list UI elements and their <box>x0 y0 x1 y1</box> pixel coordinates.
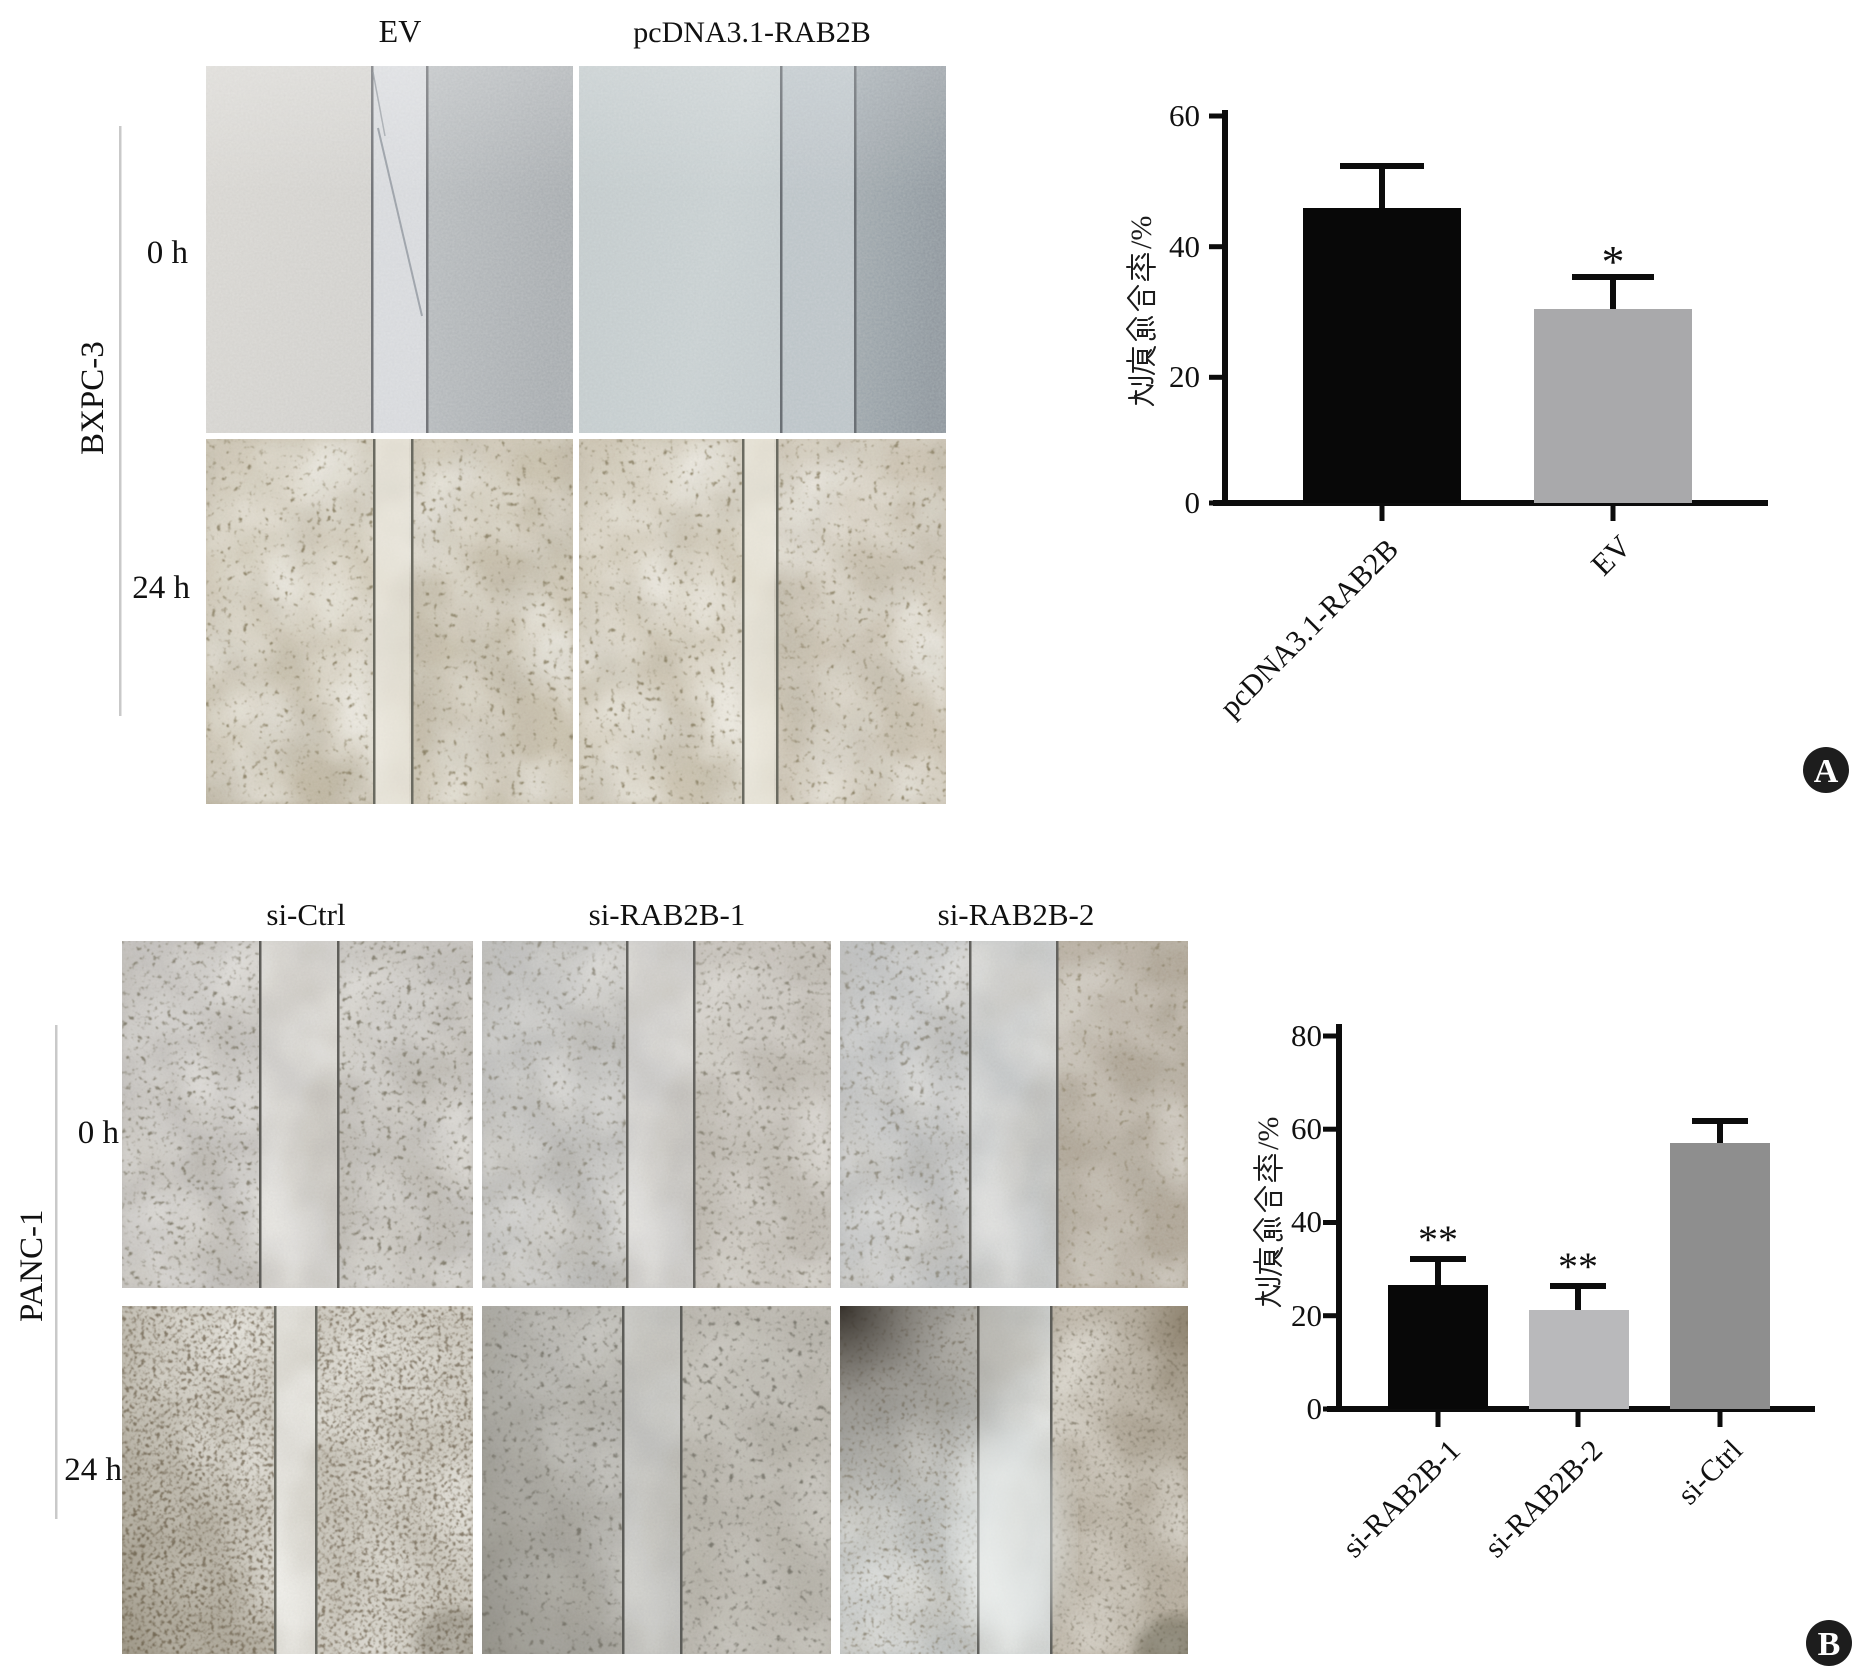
svg-text:0: 0 <box>1185 485 1201 520</box>
svg-text:EV: EV <box>1584 528 1638 582</box>
svg-text:20: 20 <box>1291 1298 1322 1333</box>
svg-text:*: * <box>1602 236 1625 287</box>
svg-text:si-Ctrl: si-Ctrl <box>266 897 345 932</box>
svg-text:si-RAB2B-2: si-RAB2B-2 <box>938 897 1095 932</box>
svg-text:/%: /% <box>1125 216 1158 249</box>
svg-text:**: ** <box>1558 1244 1598 1289</box>
svg-text:80: 80 <box>1291 1018 1322 1053</box>
svg-text:40: 40 <box>1291 1204 1322 1239</box>
svg-text:60: 60 <box>1169 98 1200 133</box>
svg-text:B: B <box>1818 1626 1841 1663</box>
svg-text:24 h: 24 h <box>64 1452 122 1488</box>
svg-text:40: 40 <box>1169 229 1200 264</box>
svg-text:EV: EV <box>379 13 422 49</box>
svg-text:60: 60 <box>1291 1111 1322 1146</box>
svg-text:pcDNA3.1-RAB2B: pcDNA3.1-RAB2B <box>1214 533 1405 724</box>
svg-text:si-RAB2B-2: si-RAB2B-2 <box>1478 1434 1609 1565</box>
svg-text:0 h: 0 h <box>78 1115 120 1151</box>
svg-text:0: 0 <box>1307 1391 1323 1426</box>
svg-text:si-RAB2B-1: si-RAB2B-1 <box>589 897 746 932</box>
svg-text:/%: /% <box>1252 1117 1285 1150</box>
svg-text:si-RAB2B-1: si-RAB2B-1 <box>1336 1434 1467 1565</box>
svg-text:si-Ctrl: si-Ctrl <box>1671 1434 1749 1512</box>
svg-text:BXPC-3: BXPC-3 <box>75 341 111 455</box>
svg-text:A: A <box>1814 753 1839 790</box>
svg-text:pcDNA3.1-RAB2B: pcDNA3.1-RAB2B <box>633 16 871 49</box>
svg-text:0 h: 0 h <box>147 235 189 271</box>
svg-text:**: ** <box>1418 1217 1458 1262</box>
svg-text:24 h: 24 h <box>132 570 190 606</box>
svg-text:PANC-1: PANC-1 <box>14 1210 50 1323</box>
svg-text:20: 20 <box>1169 359 1200 394</box>
